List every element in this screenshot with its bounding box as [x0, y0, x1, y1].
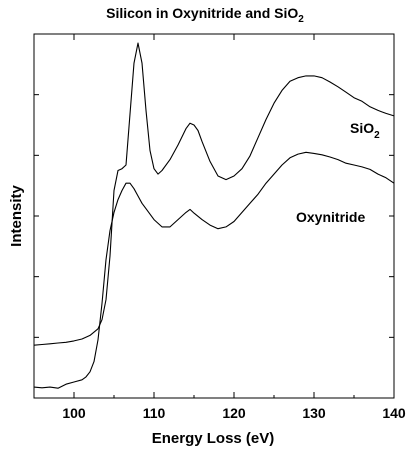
chart-title-subscript: 2 — [298, 14, 304, 25]
series-lines — [33, 42, 395, 389]
series-label-sio2-name: SiO — [350, 120, 374, 136]
x-tick-label: 110 — [143, 405, 166, 421]
y-axis-label: Intensity — [8, 185, 25, 247]
x-tick-label: 140 — [382, 405, 406, 421]
chart-title: Silicon in Oxynitride and SiO2 — [106, 5, 304, 25]
chart-title-main: Silicon in Oxynitride and SiO — [106, 5, 298, 21]
series-line-oxynitride — [33, 151, 395, 389]
series-label-sio2: SiO2 — [350, 120, 380, 141]
x-axis-label: Energy Loss (eV) — [152, 430, 275, 447]
series-label-oxynitride: Oxynitride — [296, 209, 365, 225]
x-tick-label: 100 — [62, 405, 86, 421]
series-line-sio2 — [33, 42, 395, 346]
x-tick-labels: 100 110 120 130 140 — [62, 405, 406, 421]
series-label-sio2-subscript: 2 — [374, 130, 380, 141]
x-tick-label: 120 — [222, 405, 246, 421]
x-tick-label: 130 — [302, 405, 326, 421]
axis-ticks — [33, 34, 395, 398]
